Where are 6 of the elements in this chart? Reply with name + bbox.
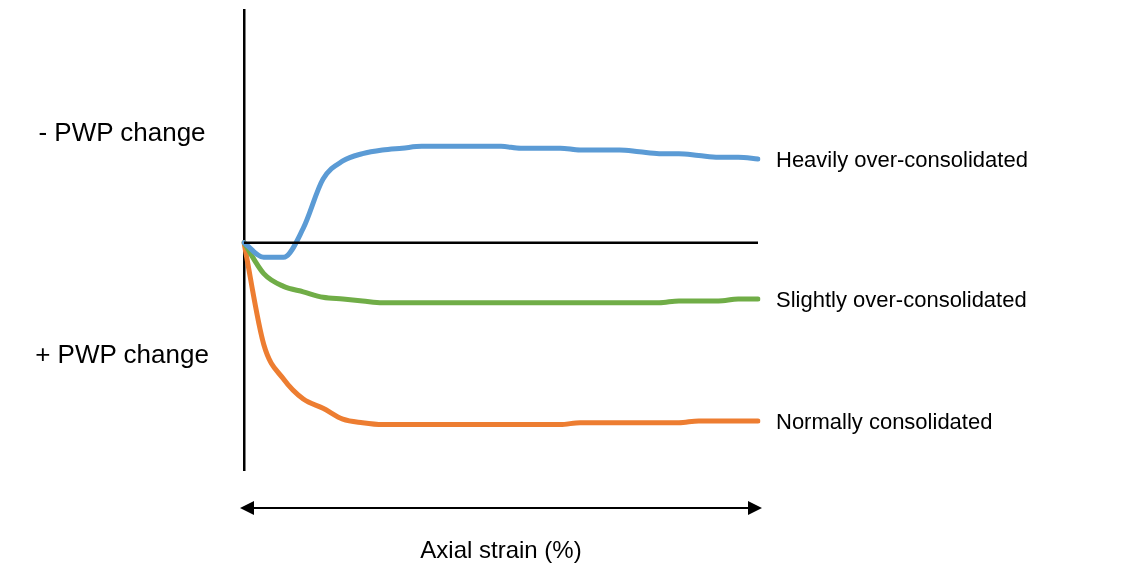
text: - PWP change xyxy=(38,116,206,147)
x-axis-title: Axial strain (%) xyxy=(420,535,582,563)
series-label: Normally consolidated xyxy=(776,408,993,434)
series-label: Heavily over-consolidated xyxy=(776,147,1028,173)
series-label: Slightly over-consolidated xyxy=(776,287,1027,313)
text: + PWP change xyxy=(35,338,209,369)
